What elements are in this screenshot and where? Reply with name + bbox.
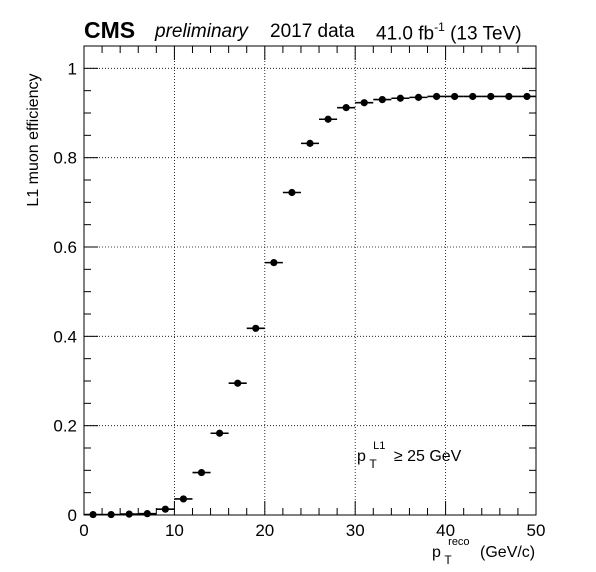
y-tick-label: 0.2 [53, 417, 77, 436]
experiment-label: CMS [84, 17, 136, 43]
data-point [505, 92, 513, 101]
x-axis-label-sup: reco [448, 536, 469, 548]
data-point [451, 92, 459, 101]
tick-labels: 0 10 20 30 40 50 0 0.2 0.4 0.6 0.8 1 [53, 59, 545, 540]
annotation-rest: ≥ 25 GeV [394, 448, 462, 465]
data-point [252, 324, 260, 332]
x-axis-label-sub: T [444, 553, 452, 567]
annotation-sup: L1 [373, 440, 385, 452]
annotation-sub: T [369, 457, 377, 471]
data-point [197, 468, 206, 477]
data-point [414, 93, 423, 101]
y-tick-label: 0.8 [53, 149, 77, 168]
data-point [378, 96, 386, 104]
data-point [306, 139, 314, 147]
x-tick-label: 50 [527, 521, 546, 540]
data-point [216, 429, 224, 437]
data-point [523, 92, 531, 101]
status-label: preliminary [155, 21, 248, 42]
y-tick-label: 0 [68, 506, 77, 525]
luminosity-label: 41.0 fb-1 (13 TeV) [376, 20, 522, 45]
x-tick-label: 40 [436, 521, 455, 540]
data-point [360, 99, 368, 107]
data-point [107, 510, 115, 519]
x-axis-label: p T reco (GeV/c) [432, 532, 535, 568]
lumi-value: 41.0 fb [376, 23, 435, 45]
y-tick-label: 0.6 [53, 238, 77, 257]
grid [84, 46, 536, 515]
lumi-exponent: -1 [434, 20, 445, 34]
data-point [179, 495, 188, 503]
data-point [161, 505, 169, 513]
data-point [270, 259, 278, 267]
dataset-label: 2017 data [270, 21, 355, 42]
data-point [125, 510, 133, 518]
threshold-annotation: p T L1 ≥ 25 GeV [357, 436, 462, 472]
x-axis-label-rest: (GeV/c) [480, 544, 535, 561]
y-tick-label: 1 [68, 59, 77, 78]
data-point [469, 92, 477, 101]
x-tick-label: 20 [255, 521, 274, 540]
data-point [487, 92, 495, 101]
data-point [342, 104, 350, 112]
data-point [324, 115, 332, 123]
data-point [234, 379, 242, 387]
x-axis-label-main: p [432, 544, 441, 561]
data-points [84, 92, 536, 519]
data-point [288, 188, 296, 197]
axis-ticks [83, 45, 537, 516]
y-tick-label: 0.4 [53, 327, 77, 346]
energy-label: (13 TeV) [450, 23, 522, 45]
y-axis-label: L1 muon efficiency [25, 73, 42, 206]
x-tick-label: 30 [346, 521, 365, 540]
x-tick-label: 10 [165, 521, 184, 540]
x-tick-label: 0 [79, 521, 88, 540]
plot-frame [83, 45, 537, 516]
annotation-main: p [357, 448, 366, 465]
data-point [143, 510, 151, 518]
data-point [89, 510, 97, 519]
data-point [396, 94, 404, 102]
data-point [432, 92, 441, 101]
